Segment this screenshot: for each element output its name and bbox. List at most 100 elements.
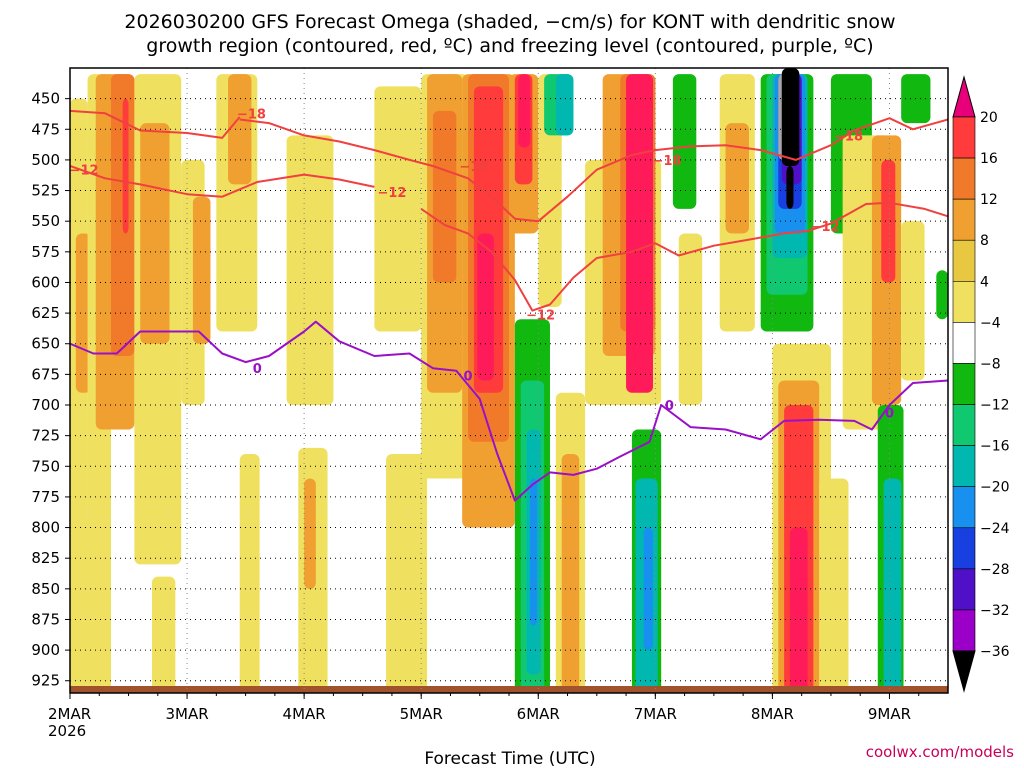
x-tick-label: 7MAR — [634, 705, 677, 723]
omega-cell — [122, 98, 129, 234]
y-tick-label: 450 — [31, 90, 60, 108]
chart-title-line1: 2026030200 GFS Forecast Omega (shaded, −… — [124, 11, 895, 33]
x-tick-sublabel: 2026 — [48, 722, 86, 740]
y-tick-label: 625 — [31, 304, 60, 322]
omega-cell — [286, 135, 334, 406]
y-tick-label: 675 — [31, 365, 60, 383]
x-tick-label: 9MAR — [868, 705, 911, 723]
y-tick-label: 750 — [31, 457, 60, 475]
x-tick-label: 8MAR — [751, 705, 794, 723]
omega-cell — [304, 478, 316, 589]
contour-label: −12 — [526, 308, 555, 323]
omega-cell — [87, 515, 111, 693]
colorbar-label: −20 — [980, 480, 1010, 496]
contour-label: −18 — [459, 160, 488, 175]
x-tick-label: 4MAR — [283, 705, 326, 723]
y-tick-label: 850 — [31, 580, 60, 598]
contour-label: −18 — [653, 154, 682, 169]
colorbar-bottom-arrow — [952, 650, 976, 693]
credit-text: coolwx.com/models — [866, 743, 1014, 761]
omega-cell — [725, 123, 749, 234]
colorbar-band — [952, 404, 976, 446]
omega-cell — [140, 123, 170, 344]
contour-lines: −18 −18 −18 −18 −12 −12 −12 −12 0 0 0 0 — [70, 107, 948, 502]
omega-cell — [555, 74, 574, 136]
y-tick-label: 775 — [31, 488, 60, 506]
colorbar-label: 8 — [980, 233, 989, 249]
colorbar-band — [952, 157, 976, 200]
omega-shading — [70, 68, 948, 693]
omega-cell — [75, 233, 92, 393]
omega-cell — [518, 74, 531, 148]
omega-cell — [936, 270, 948, 320]
colorbar-band — [952, 568, 976, 611]
omega-cell — [883, 478, 902, 693]
omega-cell — [781, 68, 800, 167]
colorbar-band — [952, 239, 976, 282]
colorbar-label: −32 — [980, 603, 1010, 619]
omega-cell — [626, 74, 653, 393]
y-tick-label: 925 — [31, 672, 60, 690]
contour-label: −18 — [237, 107, 266, 122]
colorbar-band — [952, 445, 976, 487]
contour-label: 0 — [665, 399, 674, 414]
omega-cell — [678, 233, 703, 406]
y-tick-label: 825 — [31, 549, 60, 567]
x-tick-label: 2MAR — [48, 705, 91, 723]
colorbar-band — [952, 609, 976, 652]
omega-cell — [561, 454, 580, 693]
colorbar-band — [952, 281, 976, 323]
y-axis: 450 475 500 525 550 575 600 625 650 675 700 725 750 7… — [31, 90, 70, 690]
contour-dgz--12 — [70, 109, 241, 139]
y-tick-label: 575 — [31, 243, 60, 261]
omega-cell — [530, 478, 538, 626]
y-tick-label: 725 — [31, 427, 60, 445]
colorbar-band — [952, 363, 976, 405]
colorbar-label: −36 — [980, 644, 1010, 660]
omega-cell — [477, 233, 494, 381]
colorbar-label: −8 — [980, 356, 1001, 372]
omega-cell — [151, 576, 176, 693]
contour-dgz--18 — [239, 118, 469, 180]
y-tick-label: 600 — [31, 273, 60, 291]
contour-label: −12 — [70, 164, 99, 179]
chart-title-line2: growth region (contoured, red, ºC) and f… — [146, 35, 873, 57]
omega-cell — [432, 110, 457, 283]
omega-cell — [789, 527, 808, 693]
colorbar-band — [952, 527, 976, 570]
colorbar-label: 20 — [980, 110, 998, 126]
y-tick-label: 525 — [31, 182, 60, 200]
y-tick-label: 475 — [31, 120, 60, 138]
colorbar-band — [952, 486, 976, 529]
contour-label: −18 — [834, 129, 863, 144]
colorbar-label: −28 — [980, 562, 1010, 578]
colorbar-label: 4 — [980, 274, 989, 290]
colorbar-label: 12 — [980, 192, 998, 208]
colorbar-top-arrow — [952, 75, 976, 118]
x-tick-label: 3MAR — [165, 705, 208, 723]
omega-cell — [70, 98, 88, 693]
contour-dgz--18 — [467, 117, 948, 223]
omega-cell — [228, 74, 252, 185]
contour-label: 0 — [253, 362, 262, 377]
x-tick-label: 5MAR — [400, 705, 443, 723]
colorbar-label: 16 — [980, 151, 998, 167]
contour-dgz--12 — [70, 165, 375, 198]
x-tick-label: 6MAR — [517, 705, 560, 723]
colorbar: 20 16 12 8 4 −4 −8 −12 −16 −20 −24 −28 −32 −36 — [952, 75, 1010, 693]
terrain-ground-band — [70, 686, 948, 693]
x-axis-label: Forecast Time (UTC) — [424, 749, 595, 768]
omega-cell — [192, 196, 211, 344]
omega-cell — [374, 86, 422, 332]
omega-cell — [901, 221, 925, 381]
omega-cell — [386, 454, 428, 693]
y-tick-label: 700 — [31, 396, 60, 414]
colorbar-band — [952, 198, 976, 241]
y-tick-label: 550 — [31, 212, 60, 230]
colorbar-label: −4 — [980, 315, 1001, 331]
colorbar-label: −16 — [980, 439, 1010, 455]
y-tick-label: 500 — [31, 151, 60, 169]
omega-cell — [819, 478, 849, 693]
